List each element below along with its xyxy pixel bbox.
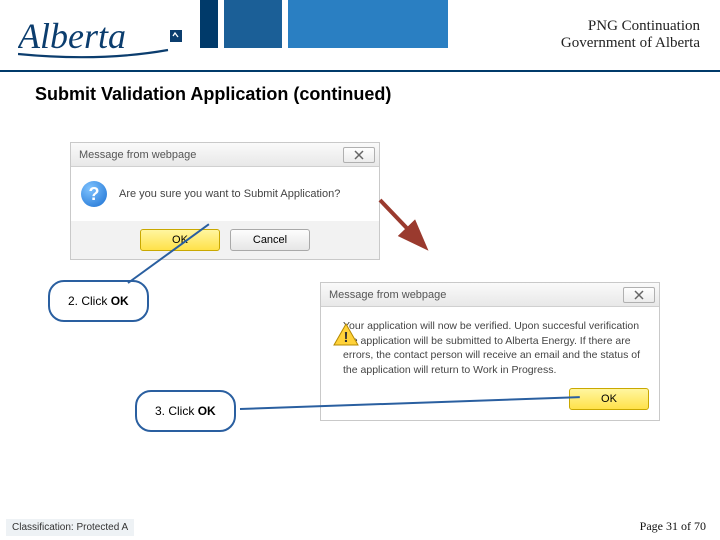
callout-step3: 3. Click OK (135, 390, 236, 432)
header-line2: Government of Alberta (561, 35, 700, 52)
slide-title: Submit Validation Application (continued… (35, 84, 391, 105)
callout3-prefix: 3. Click (155, 404, 198, 418)
close-icon[interactable] (623, 287, 655, 303)
confirm-dialog: Message from webpage ? Are you sure you … (70, 142, 380, 260)
alberta-logo: Alberta (18, 10, 183, 65)
dialog2-body: ! Your application will now be verified.… (321, 307, 659, 382)
page-number: Page 31 of 70 (640, 519, 706, 534)
callout-step2: 2. Click OK (48, 280, 149, 322)
dialog1-buttons: OK Cancel (71, 221, 379, 259)
classification-label: Classification: Protected A (6, 519, 134, 536)
svg-text:Alberta: Alberta (18, 16, 126, 56)
ok-button[interactable]: OK (569, 388, 649, 410)
cancel-button[interactable]: Cancel (230, 229, 310, 251)
dialog1-message: Are you sure you want to Submit Applicat… (119, 188, 340, 200)
callout2-prefix: 2. Click (68, 294, 111, 308)
dialog2-titlebar: Message from webpage (321, 283, 659, 307)
dialog2-title: Message from webpage (329, 289, 446, 301)
close-icon[interactable] (343, 147, 375, 163)
dialog1-body: ? Are you sure you want to Submit Applic… (71, 167, 379, 221)
dialog1-titlebar: Message from webpage (71, 143, 379, 167)
callout2-bold: OK (111, 294, 129, 308)
dialog2-message: Your application will now be verified. U… (343, 319, 647, 378)
ok-button[interactable]: OK (140, 229, 220, 251)
arrow-annotation (375, 195, 435, 255)
callout3-bold: OK (198, 404, 216, 418)
dialog1-title: Message from webpage (79, 149, 196, 161)
slide-header: Alberta PNG Continuation Government of A… (0, 0, 720, 72)
header-title: PNG Continuation Government of Alberta (561, 18, 700, 52)
question-icon: ? (81, 181, 107, 207)
header-line1: PNG Continuation (561, 18, 700, 35)
svg-text:!: ! (344, 329, 349, 346)
